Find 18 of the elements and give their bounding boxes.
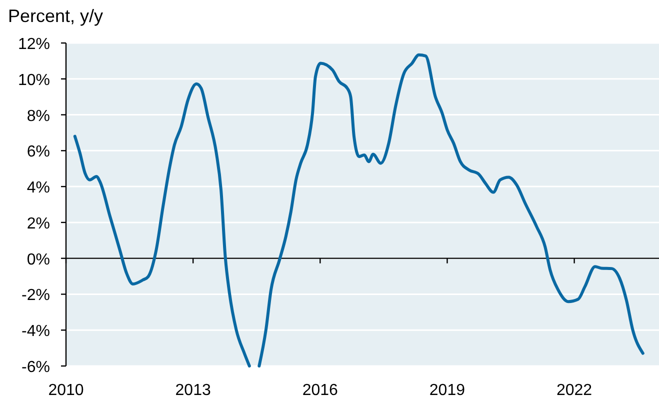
y-tick-label: -4%	[22, 323, 50, 340]
y-axis-title: Percent, y/y	[8, 6, 104, 26]
line-series	[73, 82, 251, 368]
y-tick-label: -2%	[22, 287, 50, 304]
y-tick-label: 2%	[26, 215, 50, 232]
y-tick-label: 10%	[18, 72, 50, 89]
y-tick-label: -6%	[22, 359, 50, 376]
y-tick-label: 0%	[26, 251, 50, 268]
x-tick-label: 2022	[556, 382, 592, 399]
x-tick-label: 2013	[175, 382, 211, 399]
x-tick-label: 2016	[302, 382, 338, 399]
line-series	[258, 53, 644, 368]
y-tick-label: 4%	[26, 180, 50, 197]
y-tick-label: 8%	[26, 108, 50, 125]
y-tick-label: 12%	[18, 36, 50, 53]
x-tick-label: 2010	[48, 382, 84, 399]
x-tick-label: 2019	[429, 382, 466, 399]
y-tick-label: 6%	[26, 144, 50, 161]
